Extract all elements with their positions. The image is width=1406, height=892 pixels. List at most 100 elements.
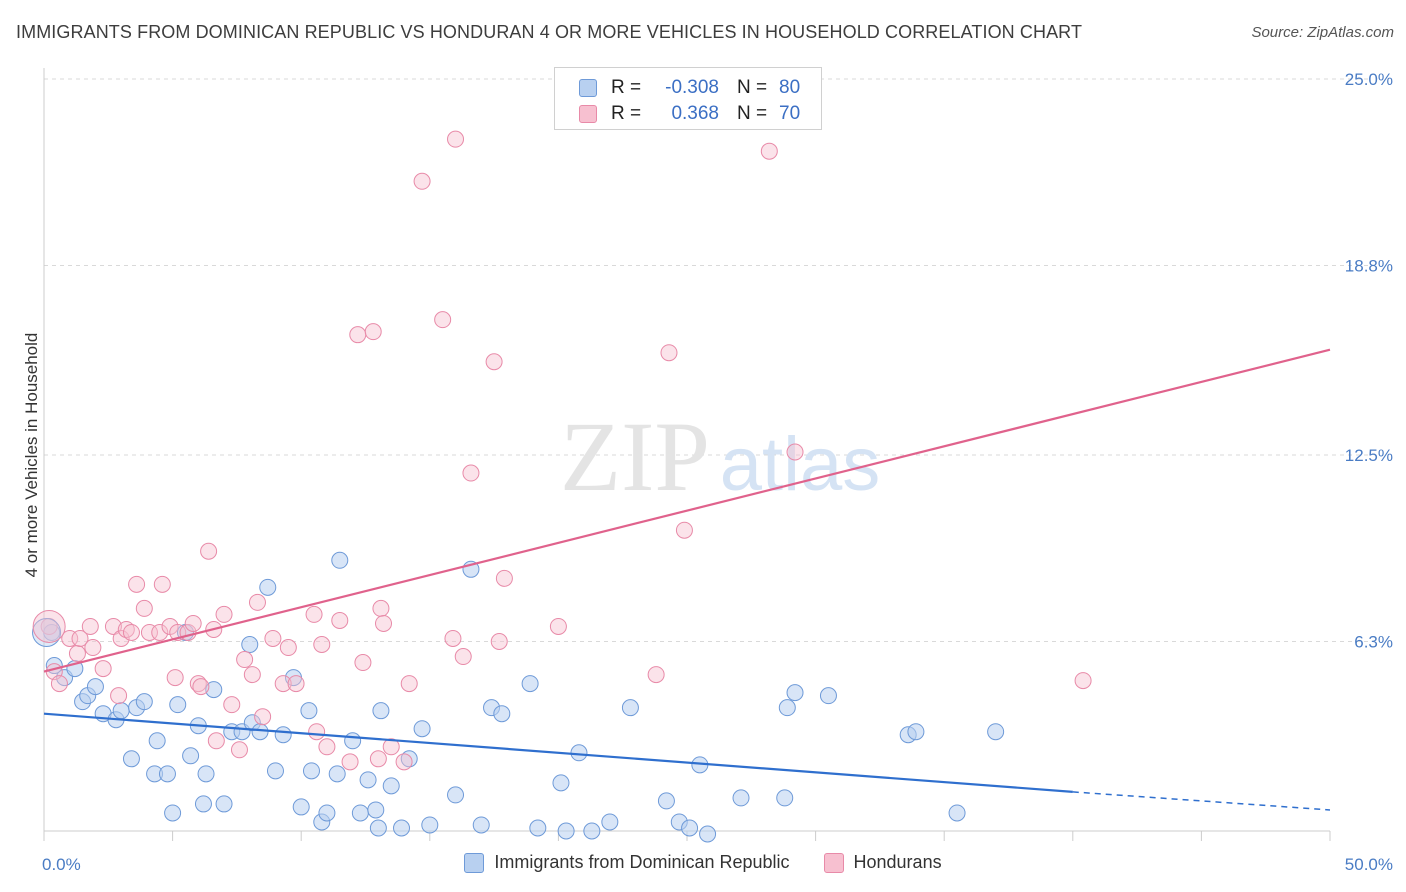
x-tick-label: 50.0% <box>1345 855 1393 874</box>
point-hondurans <box>189 675 207 693</box>
point-dominican <box>302 762 320 780</box>
point-dominican <box>557 822 575 840</box>
trend-line-dominican-extension <box>1072 791 1331 811</box>
point-hondurans <box>81 617 99 635</box>
watermark-atlas: atlas <box>720 422 881 507</box>
point-hondurans <box>490 632 508 650</box>
point-hondurans <box>200 542 218 560</box>
point-dominican <box>367 801 385 819</box>
point-dominican <box>135 693 153 711</box>
point-dominican <box>318 804 336 822</box>
point-hondurans <box>1074 672 1092 690</box>
point-hondurans <box>382 738 400 756</box>
point-hondurans <box>395 753 413 771</box>
point-dominican <box>529 819 547 837</box>
legend-row-dominican: R = -0.308 N = 80 <box>579 76 800 100</box>
grid <box>44 78 1370 642</box>
point-hondurans <box>207 732 225 750</box>
point-hondurans <box>248 593 266 611</box>
point-dominican <box>122 750 140 768</box>
point-dominican <box>328 765 346 783</box>
trend-lines <box>43 348 1331 811</box>
point-dominican <box>819 687 837 705</box>
point-dominican <box>241 636 259 654</box>
point-hondurans <box>140 623 158 641</box>
legend-item-dominican[interactable]: Immigrants from Dominican Republic <box>464 852 790 873</box>
point-hondurans <box>349 326 367 344</box>
point-dominican <box>112 702 130 720</box>
point-dominican <box>778 699 796 717</box>
stats-legend: R = -0.308 N = 80 R = 0.368 N = 70 <box>554 67 822 130</box>
point-hondurans <box>413 172 431 190</box>
point-dominican <box>907 723 925 741</box>
point-dominican <box>786 684 804 702</box>
series-legend: Immigrants from Dominican Republic Hondu… <box>0 852 1406 873</box>
point-hondurans <box>495 569 513 587</box>
point-dominican <box>570 744 588 762</box>
point-dominican <box>493 705 511 723</box>
point-hondurans <box>485 353 503 371</box>
point-dominican <box>259 578 277 596</box>
point-hondurans <box>447 130 465 148</box>
legend-item-hondurans[interactable]: Hondurans <box>823 852 942 873</box>
blue-swatch-icon <box>579 79 597 97</box>
point-hondurans <box>760 142 778 160</box>
point-hondurans <box>32 609 66 643</box>
point-hondurans <box>364 323 382 341</box>
point-hondurans <box>444 629 462 647</box>
point-hondurans <box>331 611 349 629</box>
point-dominican <box>194 795 212 813</box>
point-dominican <box>369 819 387 837</box>
point-hondurans <box>305 605 323 623</box>
r-value-dominican: -0.308 <box>665 77 719 98</box>
point-dominican <box>400 750 418 768</box>
point-dominican <box>583 822 601 840</box>
point-hondurans <box>274 675 292 693</box>
point-hondurans <box>230 741 248 759</box>
point-hondurans <box>369 750 387 768</box>
point-hondurans <box>110 687 128 705</box>
legend-row-hondurans: R = 0.368 N = 70 <box>579 102 800 126</box>
point-hondurans <box>264 629 282 647</box>
point-hondurans <box>341 753 359 771</box>
point-dominican <box>164 804 182 822</box>
point-hondurans <box>104 617 122 635</box>
point-hondurans <box>112 629 130 647</box>
point-dominican <box>359 771 377 789</box>
pink-swatch-icon <box>579 105 597 123</box>
point-dominican <box>948 804 966 822</box>
point-dominican <box>274 726 292 744</box>
point-dominican <box>266 762 284 780</box>
point-hondurans <box>50 675 68 693</box>
point-dominican <box>344 732 362 750</box>
point-hondurans <box>223 696 241 714</box>
point-hondurans <box>184 614 202 632</box>
r-label: R = <box>611 103 642 124</box>
point-hondurans <box>254 708 272 726</box>
point-dominican <box>447 786 465 804</box>
point-dominican <box>657 792 675 810</box>
point-dominican <box>158 765 176 783</box>
r-value-hondurans: 0.368 <box>671 103 719 124</box>
point-hondurans <box>660 344 678 362</box>
point-hondurans <box>372 599 390 617</box>
point-dominican <box>215 795 233 813</box>
n-value-dominican: 80 <box>779 77 801 98</box>
point-hondurans <box>122 623 140 641</box>
point-dominican <box>472 816 490 834</box>
point-dominican <box>681 819 699 837</box>
point-hondurans <box>151 623 169 641</box>
point-hondurans <box>675 521 693 539</box>
point-hondurans <box>375 614 393 632</box>
point-dominican <box>372 702 390 720</box>
tick-labels: 6.3% 12.5% 18.8% 25.0% 0.0% 50.0% <box>42 70 1393 874</box>
watermark-zip: ZIP <box>560 401 710 512</box>
y-tick-label: 6.3% <box>1354 632 1393 651</box>
point-hondurans <box>128 575 146 593</box>
point-dominican <box>421 816 439 834</box>
blue-swatch-icon <box>464 852 485 873</box>
points-layer <box>32 130 1092 843</box>
point-dominican <box>205 681 223 699</box>
y-tick-label: 25.0% <box>1345 70 1393 89</box>
point-hondurans <box>135 599 153 617</box>
